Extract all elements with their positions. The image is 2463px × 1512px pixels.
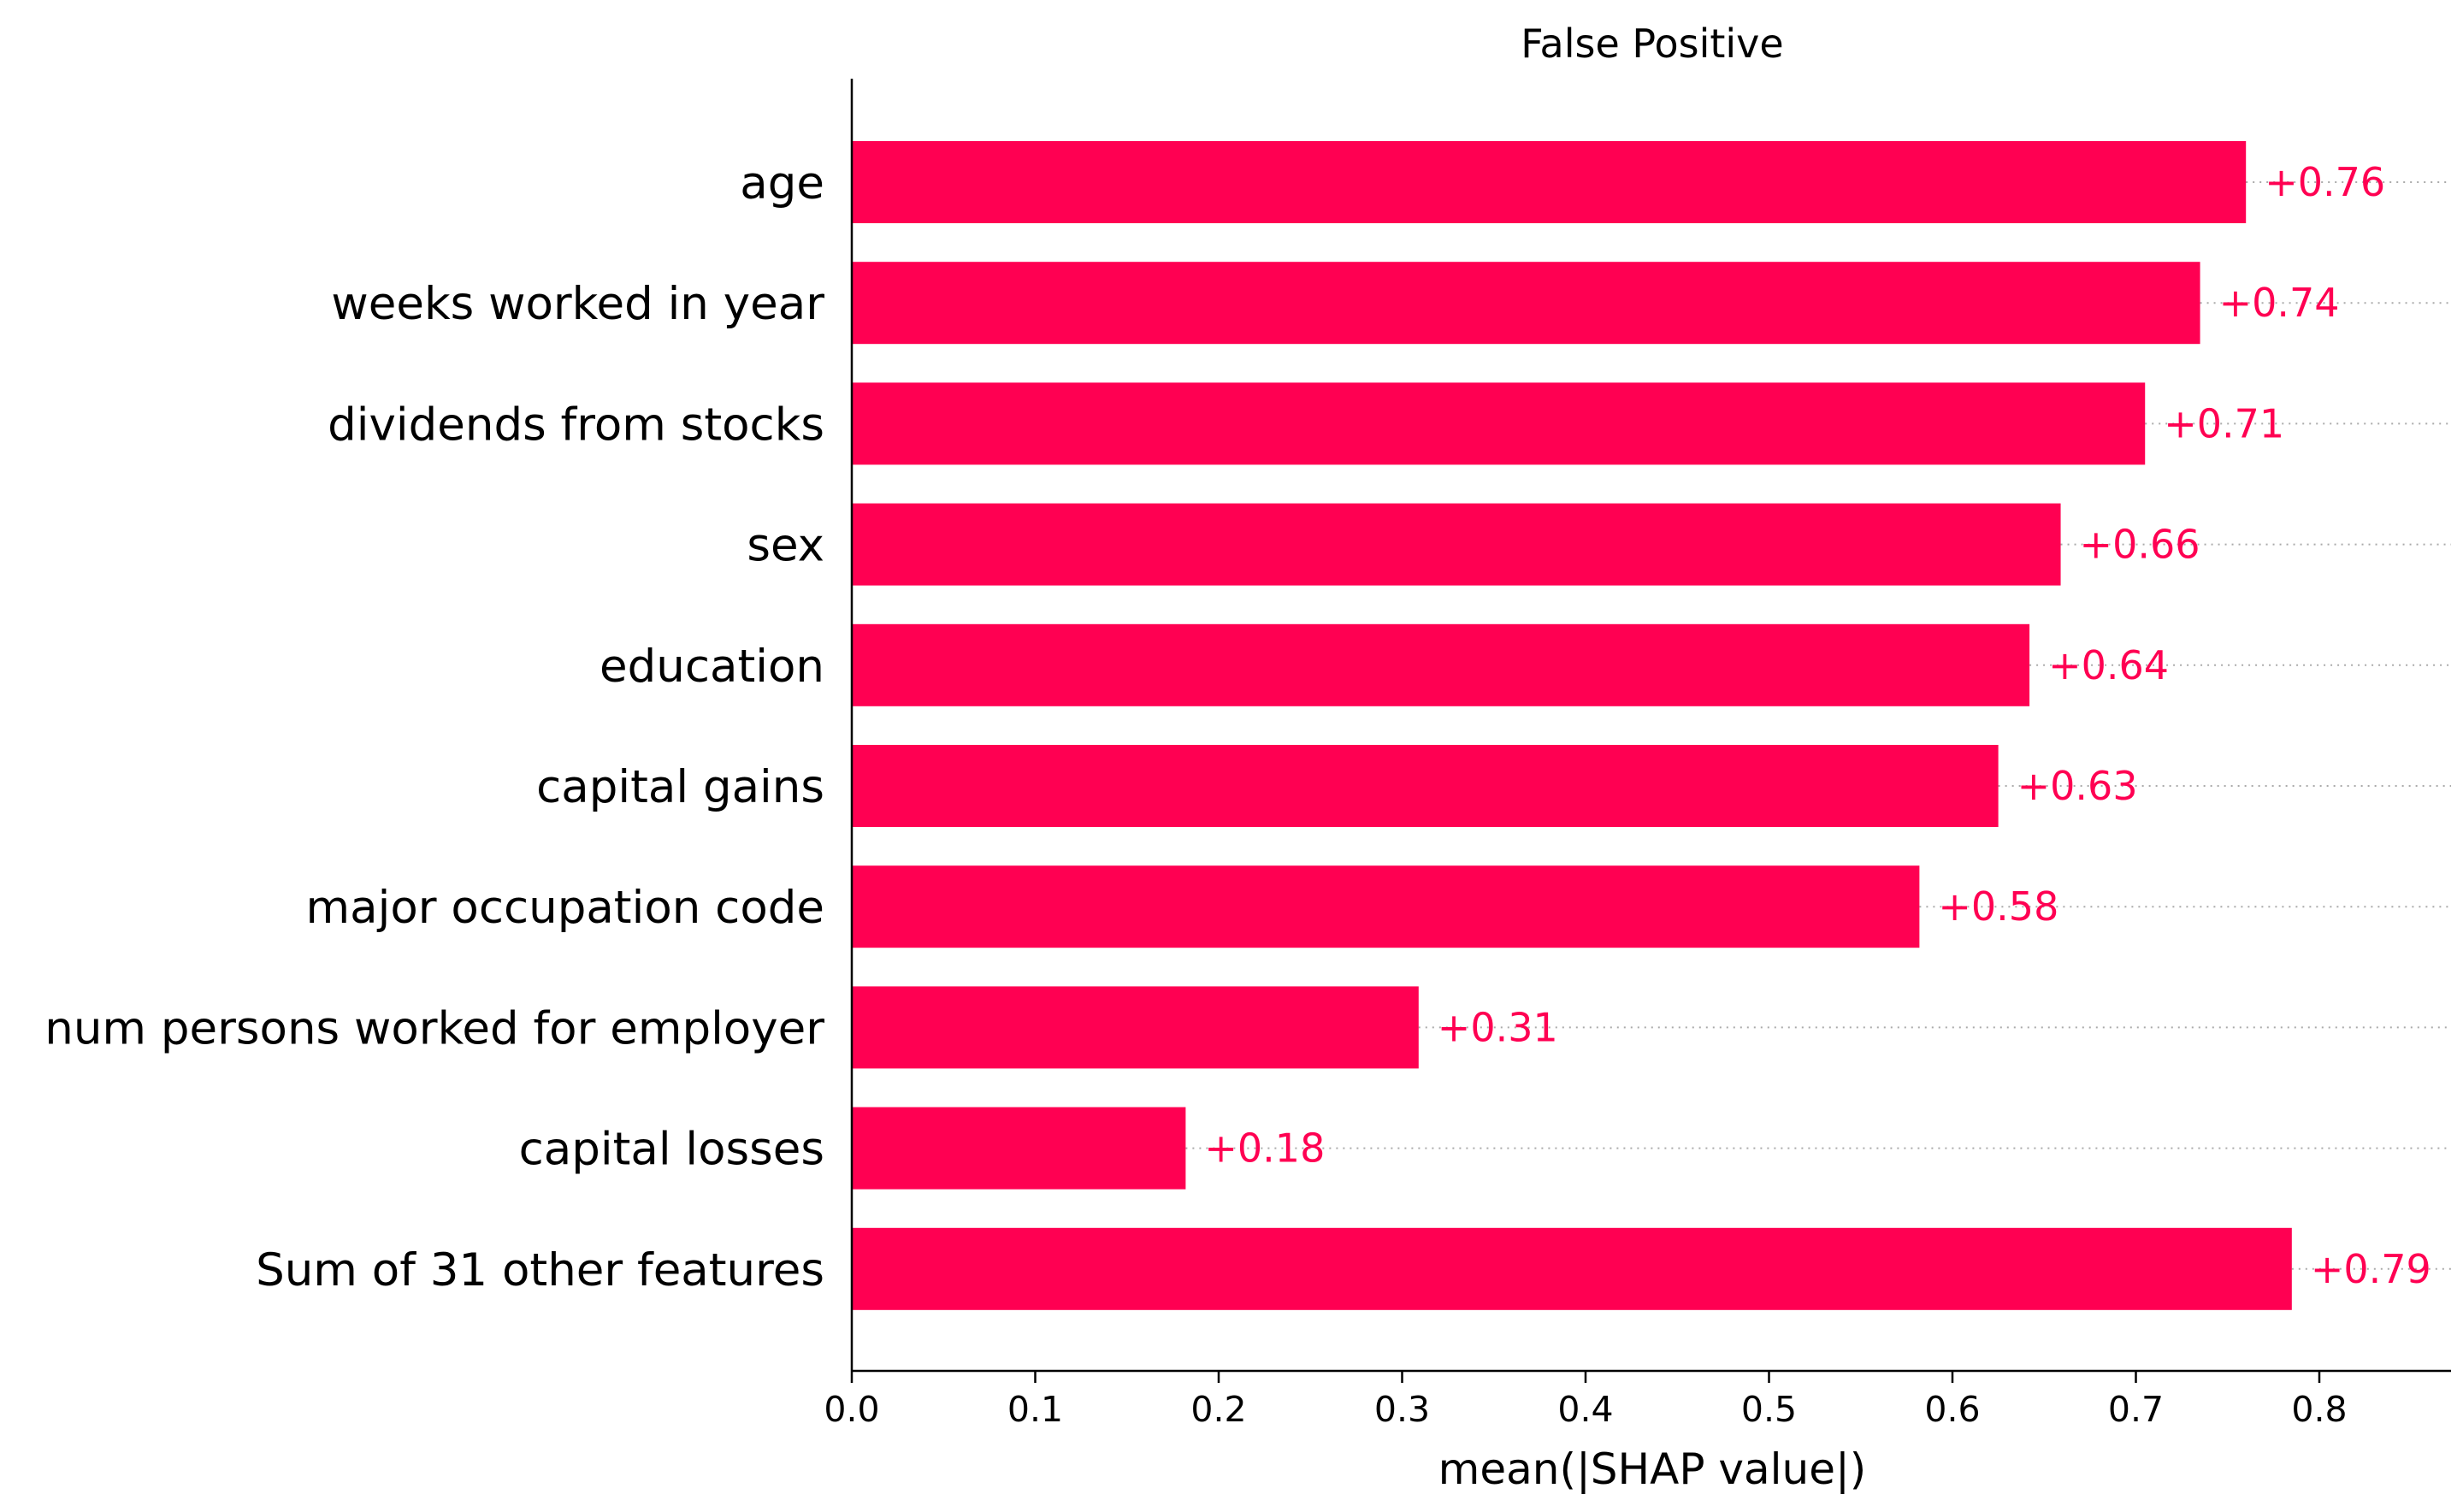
- category-label: capital gains: [536, 761, 824, 813]
- category-label: Sum of 31 other features: [256, 1244, 824, 1296]
- category-label: dividends from stocks: [328, 399, 824, 451]
- guide-lines: [1185, 181, 2451, 1270]
- value-label: +0.74: [2219, 280, 2340, 326]
- value-label: +0.66: [2080, 522, 2200, 568]
- bar: [852, 745, 1999, 827]
- x-tick-label: 0.6: [1924, 1389, 1980, 1430]
- x-tick-label: 0.8: [2291, 1389, 2347, 1430]
- value-label: +0.64: [2048, 642, 2169, 688]
- bar: [852, 865, 1920, 948]
- x-tick-label: 0.1: [1007, 1389, 1063, 1430]
- x-tick-label: 0.3: [1374, 1389, 1430, 1430]
- chart-title: False Positive: [1521, 21, 1783, 67]
- x-axis-label: mean(|SHAP value|): [1438, 1444, 1867, 1494]
- bar: [852, 1227, 2292, 1310]
- value-label: +0.79: [2311, 1246, 2431, 1292]
- bar: [852, 141, 2247, 223]
- category-label: major occupation code: [306, 882, 825, 934]
- bar: [852, 503, 2061, 586]
- value-label: +0.63: [2017, 763, 2138, 809]
- category-label: num persons worked for employer: [44, 1002, 824, 1054]
- category-label: sex: [747, 520, 824, 572]
- x-tick-label: 0.0: [824, 1389, 879, 1430]
- x-tick-label: 0.5: [1741, 1389, 1797, 1430]
- category-label: weeks worked in year: [331, 278, 824, 330]
- value-labels: +0.76 +0.74 +0.71 +0.66 +0.64 +0.63 +0.58 +0.31…: [1204, 159, 2431, 1292]
- value-label: +0.76: [2265, 159, 2385, 205]
- x-tick-label: 0.7: [2108, 1389, 2164, 1430]
- value-label: +0.71: [2164, 400, 2284, 446]
- category-label: capital losses: [519, 1124, 824, 1176]
- bar: [852, 623, 2030, 706]
- bars: [852, 141, 2292, 1310]
- x-tick-label: 0.4: [1557, 1389, 1613, 1430]
- bar: [852, 382, 2146, 465]
- bar: [852, 262, 2200, 345]
- category-label: age: [740, 157, 824, 210]
- value-label: +0.31: [1438, 1004, 1558, 1050]
- category-labels: age weeks worked in year dividends from st…: [44, 157, 824, 1296]
- category-label: education: [600, 641, 824, 693]
- bar: [852, 1107, 1186, 1190]
- bar: [852, 986, 1419, 1069]
- x-tick-label: 0.2: [1190, 1389, 1246, 1430]
- value-label: +0.58: [1938, 883, 2058, 930]
- x-axis-ticks: 0.0 0.1 0.2 0.3 0.4 0.5 0.6 0.7 0.8: [824, 1371, 2348, 1430]
- value-label: +0.18: [1204, 1125, 1325, 1172]
